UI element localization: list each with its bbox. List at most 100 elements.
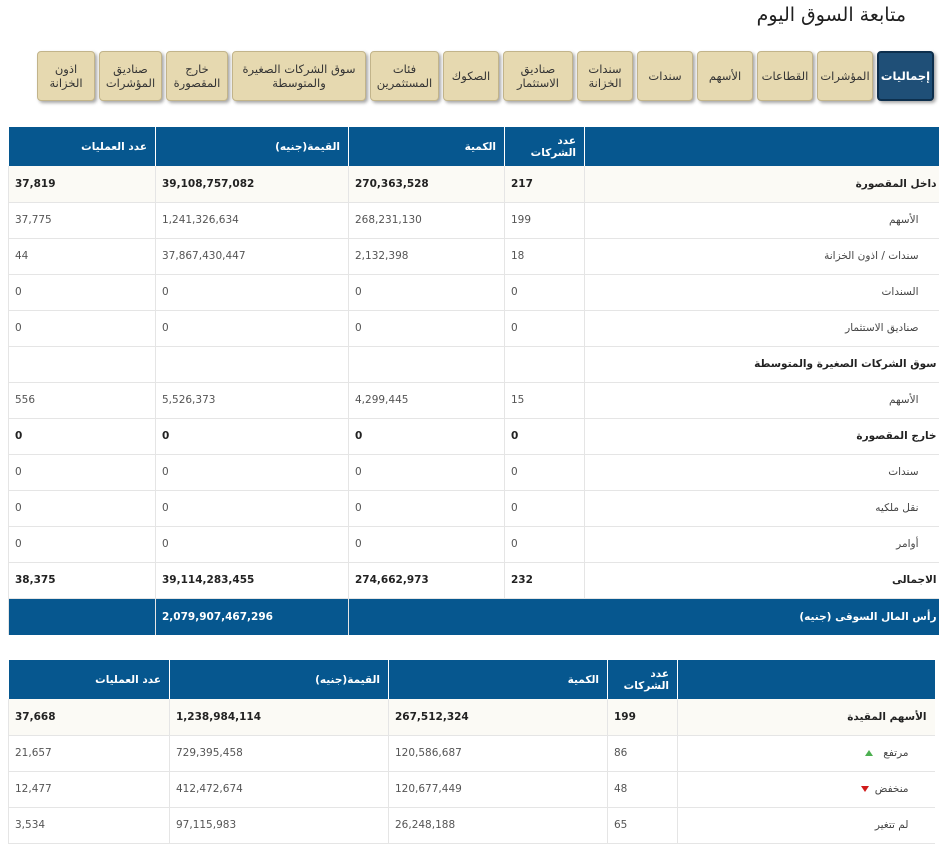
tab-bar: إجماليات المؤشرات القطاعات الأسهم سندات … [7, 51, 934, 103]
table-row: الأسهم المقيدة 199 267,512,324 1,238,984… [8, 699, 935, 736]
row-label: مرتفع [677, 735, 935, 772]
table-row: سوق الشركات الصغيرة والمتوسطة [8, 346, 939, 383]
tab-bonds[interactable]: سندات [637, 51, 693, 101]
table-row: سندات 0 0 0 0 [8, 454, 939, 491]
cell-quantity: 0 [348, 310, 505, 347]
cell-trades: 0 [8, 418, 156, 455]
row-label: أوامر [584, 526, 939, 563]
table-row: نقل ملكيه 0 0 0 0 [8, 490, 939, 527]
table-row: السندات 0 0 0 0 [8, 274, 939, 311]
market-cap-label: رأس المال السوقى (جنيه) [348, 598, 939, 635]
cell-value: 0 [155, 274, 349, 311]
market-cap-value: 2,079,907,467,296 [155, 598, 349, 635]
tab-stocks[interactable]: الأسهم [697, 51, 753, 101]
row-label-text: مرتفع [883, 747, 909, 759]
cell-value: 729,395,458 [169, 735, 389, 772]
cell-value: 37,867,430,447 [155, 238, 349, 275]
cell-trades: 44 [8, 238, 156, 275]
tab-totals[interactable]: إجماليات [877, 51, 934, 101]
col-quantity: الكمية [388, 660, 608, 699]
market-cap-row: رأس المال السوقى (جنيه) 2,079,907,467,29… [8, 598, 939, 635]
cell-trades: 37,668 [8, 699, 170, 736]
cell-trades: 21,657 [8, 735, 170, 772]
cell-value: 1,241,326,634 [155, 202, 349, 239]
tab-sectors[interactable]: القطاعات [757, 51, 813, 101]
row-label: داخل المقصورة [584, 166, 939, 203]
cell-quantity: 274,662,973 [348, 562, 505, 599]
stocks-table: عدد الشركات الكمية القيمة(جنيه) عدد العم… [8, 660, 935, 844]
cell-companies: 0 [504, 490, 585, 527]
cell-value [155, 346, 349, 383]
cell-quantity: 267,512,324 [388, 699, 608, 736]
cell-quantity [348, 346, 505, 383]
col-value: القيمة(جنيه) [169, 660, 389, 699]
cell-companies: 15 [504, 382, 585, 419]
row-label: سندات / اذون الخزانة [584, 238, 939, 275]
cell-value: 0 [155, 454, 349, 491]
tab-off-floor[interactable]: خارج المقصورة [166, 51, 228, 101]
cell-companies: 65 [607, 807, 678, 844]
market-cap-empty [8, 598, 156, 635]
cell-value: 412,472,674 [169, 771, 389, 808]
cell-quantity: 120,586,687 [388, 735, 608, 772]
col-label [677, 660, 935, 699]
cell-quantity: 2,132,398 [348, 238, 505, 275]
cell-quantity: 0 [348, 526, 505, 563]
arrow-down-icon [860, 786, 869, 792]
row-label: الأسهم [584, 202, 939, 239]
cell-quantity: 268,231,130 [348, 202, 505, 239]
arrow-up-icon [865, 750, 874, 756]
col-trades: عدد العمليات [8, 127, 156, 166]
cell-value: 1,238,984,114 [169, 699, 389, 736]
cell-companies: 0 [504, 310, 585, 347]
row-label: سندات [584, 454, 939, 491]
table-row: مرتفع 86 120,586,687 729,395,458 21,657 [8, 735, 935, 772]
row-label: السندات [584, 274, 939, 311]
row-label: صناديق الاستثمار [584, 310, 939, 347]
tab-investment-funds[interactable]: صناديق الاستثمار [503, 51, 573, 101]
tab-sukuk[interactable]: الصكوك [443, 51, 499, 101]
col-companies: عدد الشركات [607, 660, 678, 699]
table-row: الأسهم 199 268,231,130 1,241,326,634 37,… [8, 202, 939, 239]
cell-companies: 217 [504, 166, 585, 203]
cell-trades: 12,477 [8, 771, 170, 808]
row-label: سوق الشركات الصغيرة والمتوسطة [584, 346, 939, 383]
tab-investor-categories[interactable]: فئات المستثمرين [370, 51, 439, 101]
cell-trades: 0 [8, 454, 156, 491]
col-quantity: الكمية [348, 127, 505, 166]
table-row: الاجمالى 232 274,662,973 39,114,283,455 … [8, 562, 939, 599]
row-label: الاجمالى [584, 562, 939, 599]
tab-index-funds[interactable]: صناديق المؤشرات [99, 51, 162, 101]
cell-quantity: 4,299,445 [348, 382, 505, 419]
cell-quantity: 0 [348, 418, 505, 455]
cell-trades: 37,775 [8, 202, 156, 239]
table-row: صناديق الاستثمار 0 0 0 0 [8, 310, 939, 347]
cell-companies: 0 [504, 274, 585, 311]
cell-companies: 0 [504, 418, 585, 455]
page-title: متابعة السوق اليوم [756, 4, 906, 26]
tab-treasury-bills[interactable]: اذون الخزانة [37, 51, 95, 101]
cell-trades: 3,534 [8, 807, 170, 844]
cell-companies: 18 [504, 238, 585, 275]
cell-value: 0 [155, 526, 349, 563]
cell-trades: 38,375 [8, 562, 156, 599]
col-label [584, 127, 939, 166]
table-row: داخل المقصورة 217 270,363,528 39,108,757… [8, 166, 939, 203]
row-label: خارج المقصورة [584, 418, 939, 455]
table-row: أوامر 0 0 0 0 [8, 526, 939, 563]
table-row: لم تتغير 65 26,248,188 97,115,983 3,534 [8, 807, 935, 844]
tab-indices[interactable]: المؤشرات [817, 51, 873, 101]
row-label: نقل ملكيه [584, 490, 939, 527]
tab-treasury-bonds[interactable]: سندات الخزانة [577, 51, 633, 101]
cell-value: 97,115,983 [169, 807, 389, 844]
cell-value: 39,114,283,455 [155, 562, 349, 599]
tab-sme-market[interactable]: سوق الشركات الصغيرة والمتوسطة [232, 51, 366, 101]
cell-quantity: 120,677,449 [388, 771, 608, 808]
cell-companies: 199 [504, 202, 585, 239]
table-row: الأسهم 15 4,299,445 5,526,373 556 [8, 382, 939, 419]
cell-companies: 232 [504, 562, 585, 599]
row-label-text: منخفض [874, 783, 909, 795]
cell-companies: 0 [504, 526, 585, 563]
cell-value: 39,108,757,082 [155, 166, 349, 203]
cell-companies: 48 [607, 771, 678, 808]
